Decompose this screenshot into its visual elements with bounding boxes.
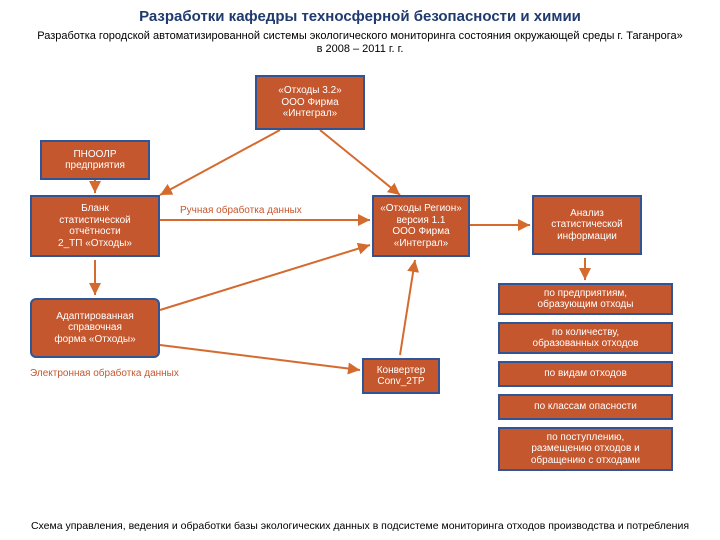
node-region: «Отходы Регион» версия 1.1 ООО Фирма «Ин… [372,195,470,257]
subtitle-line2: в 2008 – 2011 г. г. [317,43,404,55]
node-r2: по количеству, образованных отходов [498,322,673,354]
subtitle-line1: Разработка городской автоматизированной … [37,30,683,42]
page-title: Разработки кафедры техносферной безопасн… [0,8,720,25]
node-adapt: Адаптированная справочная форма «Отходы» [30,298,160,358]
subtitle: Разработка городской автоматизированной … [0,30,720,56]
node-r3: по видам отходов [498,361,673,387]
node-pnoolr: ПНООЛР предприятия [40,140,150,180]
node-r1: по предприятиям, образующим отходы [498,283,673,315]
label-ruchnaya: Ручная обработка данных [180,205,302,216]
node-blank2tp: Бланк статистической отчётности 2_ТП «От… [30,195,160,257]
node-otkhody32: «Отходы 3.2» ООО Фирма «Интеграл» [255,75,365,130]
label-elektron: Электронная обработка данных [30,368,179,379]
node-r5: по поступлению, размещению отходов и обр… [498,427,673,471]
node-r4: по классам опасности [498,394,673,420]
node-analiz: Анализ статистической информации [532,195,642,255]
caption: Схема управления, ведения и обработки ба… [0,520,720,532]
node-convert: Конвертер Conv_2TP [362,358,440,394]
